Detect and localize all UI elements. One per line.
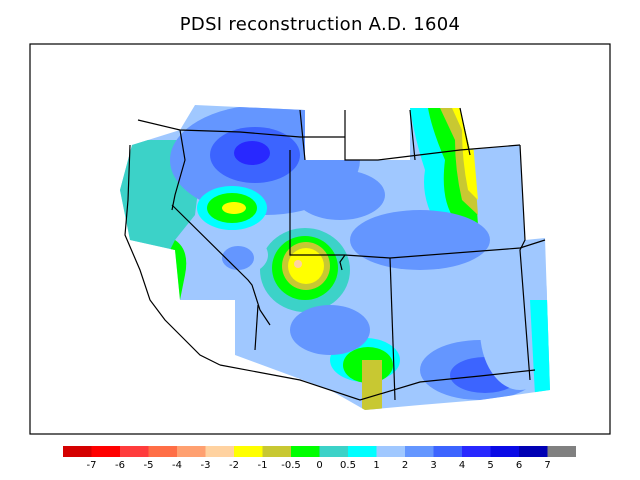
legend-swatch-5 xyxy=(205,446,234,457)
legend-tick-label: 0 xyxy=(316,460,322,471)
legend-swatch-17 xyxy=(547,446,576,457)
legend-swatch-16 xyxy=(519,446,548,457)
legend-swatch-8 xyxy=(291,446,320,457)
legend-swatch-0 xyxy=(63,446,92,457)
legend-tick-label: 5 xyxy=(487,460,493,471)
legend-swatch-13 xyxy=(433,446,462,457)
legend-tick-label: -2 xyxy=(229,460,239,471)
legend-tick-label: -0.5 xyxy=(281,460,301,471)
legend-tick-label: -3 xyxy=(201,460,211,471)
field-north-dark-blue xyxy=(234,141,270,165)
field-utah-mid-blue xyxy=(295,170,385,220)
border-dakota xyxy=(459,107,471,156)
border-mexico xyxy=(219,364,536,401)
legend-tick-label: 7 xyxy=(544,460,550,471)
map-title: PDSI reconstruction A.D. 1604 xyxy=(179,14,461,35)
border-lake xyxy=(339,254,346,271)
legend-tick-label: -6 xyxy=(115,460,125,471)
field-nevada-blue xyxy=(222,246,254,270)
legend-swatch-11 xyxy=(376,446,405,457)
field-central-yellow xyxy=(288,248,324,284)
legend-tick-label: 0.5 xyxy=(340,460,356,471)
legend-swatch-9 xyxy=(319,446,348,457)
legend-tick-label: 4 xyxy=(459,460,465,471)
boundaries xyxy=(124,107,546,401)
legend-swatch-1 xyxy=(91,446,120,457)
field-east-cyan xyxy=(530,300,550,395)
border-ca-az xyxy=(254,304,259,351)
legend-swatch-14 xyxy=(462,446,491,457)
legend-swatch-7 xyxy=(262,446,291,457)
legend-swatches xyxy=(63,446,576,457)
field-nevada-yellow xyxy=(222,202,246,214)
field-co-mid-blue xyxy=(350,210,490,270)
border-id-mt xyxy=(299,109,306,161)
border-mt-nd xyxy=(409,109,416,161)
legend-swatch-6 xyxy=(234,446,263,457)
legend-tick-label: -7 xyxy=(87,460,97,471)
legend-swatch-10 xyxy=(348,446,377,457)
legend-tick-label: -5 xyxy=(144,460,154,471)
field-az-olive xyxy=(362,360,382,410)
border-or-id xyxy=(171,129,186,211)
legend-tick-label: -1 xyxy=(258,460,268,471)
coastline xyxy=(124,144,221,366)
border-canada xyxy=(137,119,345,138)
legend-tick-label: 1 xyxy=(373,460,379,471)
legend-swatch-15 xyxy=(490,446,519,457)
field-central-pink xyxy=(294,260,302,268)
border-ca-nv xyxy=(171,204,271,326)
border-north xyxy=(344,110,521,161)
legend-swatch-2 xyxy=(120,446,149,457)
legend-tick-label: 6 xyxy=(516,460,522,471)
legend-swatch-4 xyxy=(177,446,206,457)
field-az-mid-blue xyxy=(290,305,370,355)
legend-tick-label: 3 xyxy=(430,460,436,471)
legend-swatch-3 xyxy=(148,446,177,457)
legend-tick-label: 2 xyxy=(402,460,408,471)
legend-tick-label: -4 xyxy=(172,460,182,471)
legend-ticks: -7 -6 -5 -4 -3 -2 -1 -0.5 0 0.5 1 2 3 4 5 6 7 xyxy=(87,460,551,471)
legend-swatch-12 xyxy=(405,446,434,457)
border-az-nm xyxy=(389,257,396,401)
border-east xyxy=(519,144,531,381)
